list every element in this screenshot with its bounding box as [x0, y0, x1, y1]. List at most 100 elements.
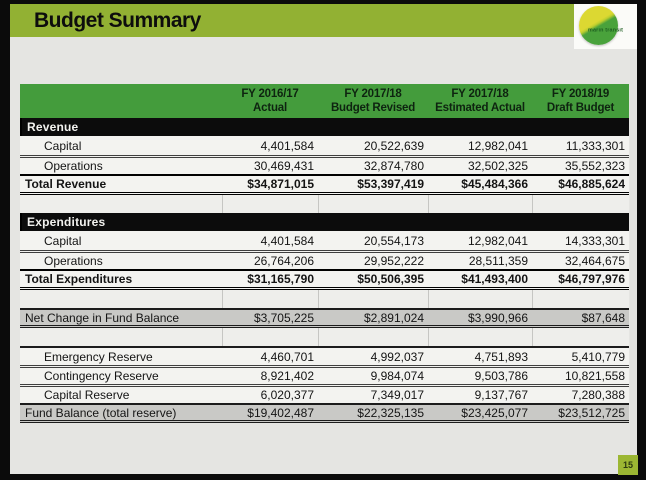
table-row-contingency-reserve: Contingency Reserve 8,921,402 9,984,074 …: [20, 365, 629, 384]
row-label: Total Revenue: [25, 177, 107, 191]
row-value: 7,280,388: [571, 388, 625, 402]
row-value: $31,165,790: [247, 272, 314, 286]
title-bar: Budget Summary: [10, 4, 574, 37]
column-header-fy1718-budget: FY 2017/18 Budget Revised: [330, 88, 416, 114]
row-value: 29,952,222: [363, 254, 424, 268]
row-label: Fund Balance (total reserve): [25, 405, 177, 420]
column-header-fy1617: FY 2016/17 Actual: [241, 88, 299, 114]
row-value: 9,137,767: [474, 388, 528, 402]
row-value: 5,410,779: [571, 349, 625, 364]
gap-cell: [532, 195, 629, 213]
row-value: 10,821,558: [564, 369, 625, 383]
table-row-expenditures-operations: Operations 26,764,206 29,952,222 28,511,…: [20, 250, 629, 269]
row-value: $34,871,015: [247, 177, 314, 191]
row-value: 12,982,041: [467, 138, 528, 153]
table-header-row: FY 2016/17 Actual FY 2017/18 Budget Revi…: [20, 84, 629, 118]
row-value: 6,020,377: [260, 388, 314, 402]
row-value: $45,484,366: [461, 177, 528, 191]
table-row-capital-reserve: Capital Reserve 6,020,377 7,349,017 9,13…: [20, 384, 629, 403]
gap-cell: [20, 290, 222, 308]
row-value: $46,797,976: [558, 272, 625, 286]
budget-table: FY 2016/17 Actual FY 2017/18 Budget Revi…: [20, 84, 629, 423]
row-value: 11,333,301: [565, 138, 625, 153]
row-value: $22,325,135: [357, 405, 424, 420]
table-row-expenditures-capital: Capital 4,401,584 20,554,173 12,982,041 …: [20, 231, 629, 250]
row-value: $23,425,077: [461, 405, 528, 420]
table-row-revenue-capital: Capital 4,401,584 20,522,639 12,982,041 …: [20, 136, 629, 155]
row-value: 32,874,780: [363, 159, 424, 173]
table-row-total-expenditures: Total Expenditures $31,165,790 $50,506,3…: [20, 269, 629, 290]
presentation-slide: Budget Summary marin transit FY 2016/17 …: [10, 4, 637, 474]
page-title: Budget Summary: [34, 8, 201, 32]
row-value: 12,982,041: [467, 233, 528, 248]
gap-cell: [318, 290, 428, 308]
row-label: Contingency Reserve: [44, 369, 159, 383]
gap-cell: [318, 328, 428, 346]
row-value: 8,921,402: [260, 369, 314, 383]
row-value: 4,460,701: [260, 349, 314, 364]
row-value: 35,552,323: [564, 159, 625, 173]
gap-cell: [428, 290, 532, 308]
gap-cell: [222, 290, 318, 308]
gap-cell: [222, 195, 318, 213]
row-value: $53,397,419: [357, 177, 424, 191]
row-value: $87,648: [581, 310, 625, 325]
row-label: Capital Reserve: [44, 388, 130, 402]
table-row-fund-balance: Fund Balance (total reserve) $19,402,487…: [20, 403, 629, 423]
row-value: 7,349,017: [370, 388, 424, 402]
row-value: 4,751,893: [474, 349, 528, 364]
row-value: 4,992,037: [370, 349, 424, 364]
row-value: 9,984,074: [370, 369, 424, 383]
slide-page-number: 15: [618, 455, 638, 475]
row-label: Capital: [44, 233, 82, 248]
row-value: $46,885,624: [558, 177, 625, 191]
section-label: Revenue: [27, 120, 79, 134]
logo-box: marin transit: [574, 4, 637, 49]
header-empty-cell: [20, 84, 222, 118]
row-value: $23,512,725: [558, 405, 625, 420]
row-value: 4,401,584: [260, 233, 314, 248]
table-gap-row: [20, 290, 629, 308]
row-value: 4,401,584: [260, 138, 314, 153]
row-label: Operations: [44, 159, 103, 173]
row-label: Total Expenditures: [25, 272, 133, 286]
column-header-fy1819-draft: FY 2018/19 Draft Budget: [546, 88, 615, 114]
gap-cell: [222, 328, 318, 346]
row-value: 26,764,206: [253, 254, 314, 268]
gap-cell: [532, 290, 629, 308]
org-logo-text: marin transit: [588, 28, 624, 34]
gap-cell: [318, 195, 428, 213]
row-label: Net Change in Fund Balance: [25, 310, 180, 325]
row-value: $19,402,487: [247, 405, 314, 420]
row-value: 28,511,359: [468, 254, 528, 268]
row-value: $50,506,395: [357, 272, 424, 286]
row-value: $3,990,966: [467, 310, 528, 325]
table-row-revenue-operations: Operations 30,469,431 32,874,780 32,502,…: [20, 155, 629, 174]
gap-cell: [20, 195, 222, 213]
row-value: 32,502,325: [467, 159, 528, 173]
org-logo-icon: [579, 6, 618, 45]
section-row-revenue: Revenue: [20, 118, 629, 136]
row-label: Capital: [44, 138, 82, 153]
gap-cell: [428, 328, 532, 346]
table-row-emergency-reserve: Emergency Reserve 4,460,701 4,992,037 4,…: [20, 346, 629, 365]
table-gap-row: [20, 195, 629, 213]
row-label: Operations: [44, 254, 103, 268]
row-value: $41,493,400: [461, 272, 528, 286]
row-value: $3,705,225: [253, 310, 314, 325]
table-row-net-change: Net Change in Fund Balance $3,705,225 $2…: [20, 308, 629, 328]
column-header-fy1718-estimated: FY 2017/18 Estimated Actual: [435, 88, 525, 114]
row-label: Emergency Reserve: [44, 349, 153, 364]
row-value: 32,464,675: [564, 254, 625, 268]
row-value: 20,554,173: [363, 233, 424, 248]
row-value: $2,891,024: [363, 310, 424, 325]
row-value: 20,522,639: [363, 138, 424, 153]
section-row-expenditures: Expenditures: [20, 213, 629, 231]
gap-cell: [428, 195, 532, 213]
section-label: Expenditures: [27, 215, 106, 229]
gap-cell: [20, 328, 222, 346]
gap-cell: [532, 328, 629, 346]
table-gap-row: [20, 328, 629, 346]
row-value: 30,469,431: [253, 159, 314, 173]
row-value: 9,503,786: [474, 369, 528, 383]
